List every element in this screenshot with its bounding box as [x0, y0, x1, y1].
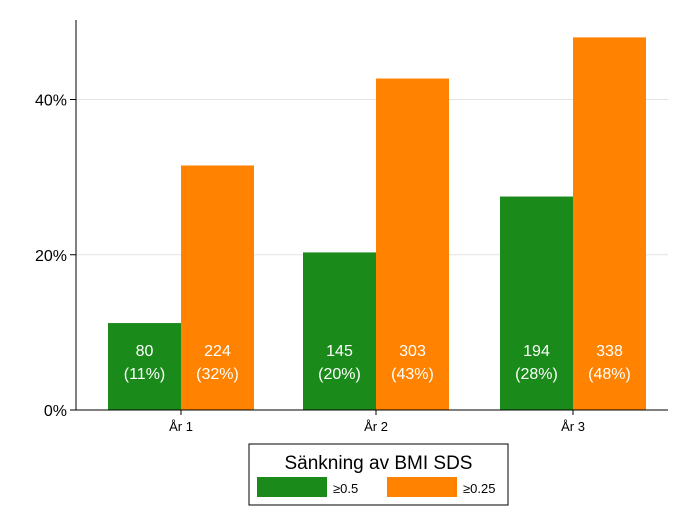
x-tick-label: År 2	[364, 419, 388, 434]
bar	[573, 37, 646, 411]
bar-percent-label: (11%)	[124, 366, 166, 383]
legend-label: ≥0.25	[463, 481, 495, 496]
axes: År 1 År 2 År 3 0% 20% 40%	[35, 20, 668, 434]
bar-percent-label: (20%)	[318, 366, 361, 383]
x-tick-label: År 1	[169, 419, 193, 434]
bar	[376, 78, 449, 410]
legend-swatch	[387, 477, 457, 497]
bar-count-label: 224	[204, 343, 231, 360]
y-tick-label: 20%	[35, 248, 67, 265]
bar	[181, 165, 254, 410]
y-tick-label: 0%	[44, 403, 67, 420]
bar-percent-label: (28%)	[515, 366, 558, 383]
bar-labels: 80 (11%) 224 (32%) 145 (20%) 303 (43%) 194 (28%) 3…	[124, 343, 631, 383]
bars	[108, 37, 646, 411]
legend-label: ≥0.5	[333, 481, 358, 496]
bar-percent-label: (48%)	[588, 366, 631, 383]
legend: Sänkning av BMI SDS ≥0.5 ≥0.25	[248, 443, 509, 506]
bar	[108, 323, 181, 410]
y-tick-label: 40%	[35, 93, 67, 110]
bar	[303, 252, 376, 410]
bar-count-label: 145	[326, 343, 353, 360]
bar-count-label: 80	[136, 343, 154, 360]
bar-count-label: 303	[399, 343, 426, 360]
bar-count-label: 338	[596, 343, 623, 360]
x-tick-label: År 3	[561, 419, 585, 434]
bar-percent-label: (32%)	[196, 366, 239, 383]
bar	[500, 196, 573, 410]
legend-title: Sänkning av BMI SDS	[285, 453, 473, 474]
bar-percent-label: (43%)	[391, 366, 434, 383]
legend-swatch	[257, 477, 327, 497]
bar-count-label: 194	[523, 343, 550, 360]
